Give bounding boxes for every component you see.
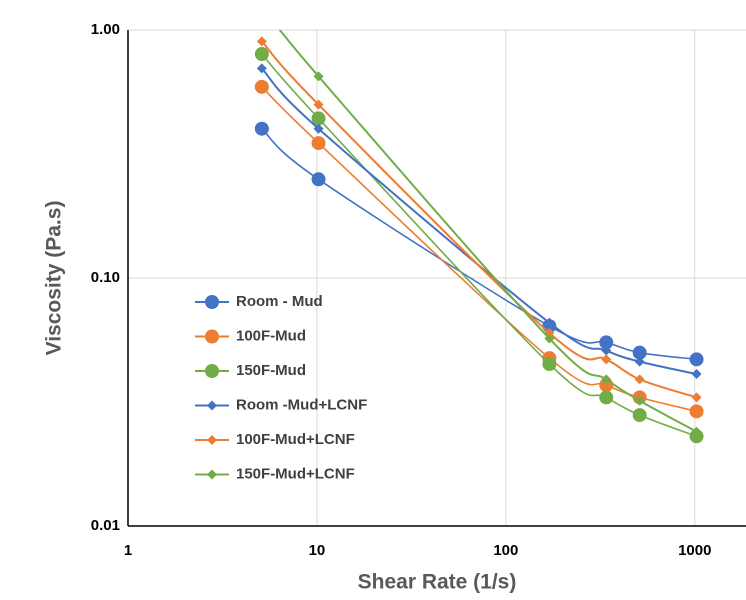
legend-label: 150F-Mud+LCNF xyxy=(236,465,355,482)
data-point xyxy=(632,345,647,360)
data-point xyxy=(313,71,324,82)
series-line xyxy=(278,30,698,433)
data-point xyxy=(256,36,267,47)
data-point xyxy=(256,63,267,74)
data-point xyxy=(254,79,269,94)
data-point xyxy=(601,345,612,356)
x-tick-label: 10 xyxy=(309,542,326,559)
series-line xyxy=(261,128,697,361)
legend-label: 150F-Mud xyxy=(236,362,306,379)
legend-marker xyxy=(205,295,219,309)
data-point xyxy=(254,47,269,62)
data-point xyxy=(601,374,612,385)
data-point xyxy=(689,404,704,419)
data-point xyxy=(632,408,647,423)
data-point xyxy=(691,369,702,380)
y-axis-title: Viscosity (Pa.s) xyxy=(43,201,66,356)
data-point xyxy=(313,123,324,134)
legend-label: Room - Mud xyxy=(236,293,323,310)
data-point xyxy=(544,317,555,328)
legend-label: Room -Mud+LCNF xyxy=(236,396,367,413)
y-tick-label: 0.01 xyxy=(91,517,120,534)
x-tick-label: 1000 xyxy=(678,542,711,559)
data-point xyxy=(311,136,326,151)
data-point xyxy=(257,1,267,11)
legend-marker xyxy=(207,400,217,411)
data-point xyxy=(311,111,326,126)
data-point xyxy=(254,121,269,136)
data-point xyxy=(313,99,324,110)
series-line xyxy=(261,40,697,399)
data-point xyxy=(691,392,702,403)
data-point xyxy=(599,335,614,350)
x-axis-title: Shear Rate (1/s) xyxy=(358,571,517,594)
data-point xyxy=(634,356,645,367)
y-tick-label: 0.10 xyxy=(91,269,120,286)
legend-label: 100F-Mud+LCNF xyxy=(236,431,355,448)
data-point xyxy=(599,390,614,405)
legend-marker xyxy=(205,329,219,344)
data-point xyxy=(311,172,326,187)
data-point xyxy=(634,395,645,406)
plot-area xyxy=(254,1,704,444)
x-tick-label: 100 xyxy=(493,542,518,559)
data-point xyxy=(544,333,555,344)
data-point xyxy=(691,426,702,437)
legend-marker xyxy=(207,469,217,480)
data-point xyxy=(601,354,612,365)
series-line xyxy=(261,53,697,438)
legend-label: 100F-Mud xyxy=(236,327,306,344)
legend-marker xyxy=(205,364,219,378)
legend-marker xyxy=(207,435,217,445)
data-point xyxy=(689,352,704,367)
x-tick-label: 1 xyxy=(124,542,132,559)
y-tick-label: 1.00 xyxy=(91,21,120,38)
data-point xyxy=(542,357,557,372)
data-point xyxy=(634,374,645,385)
